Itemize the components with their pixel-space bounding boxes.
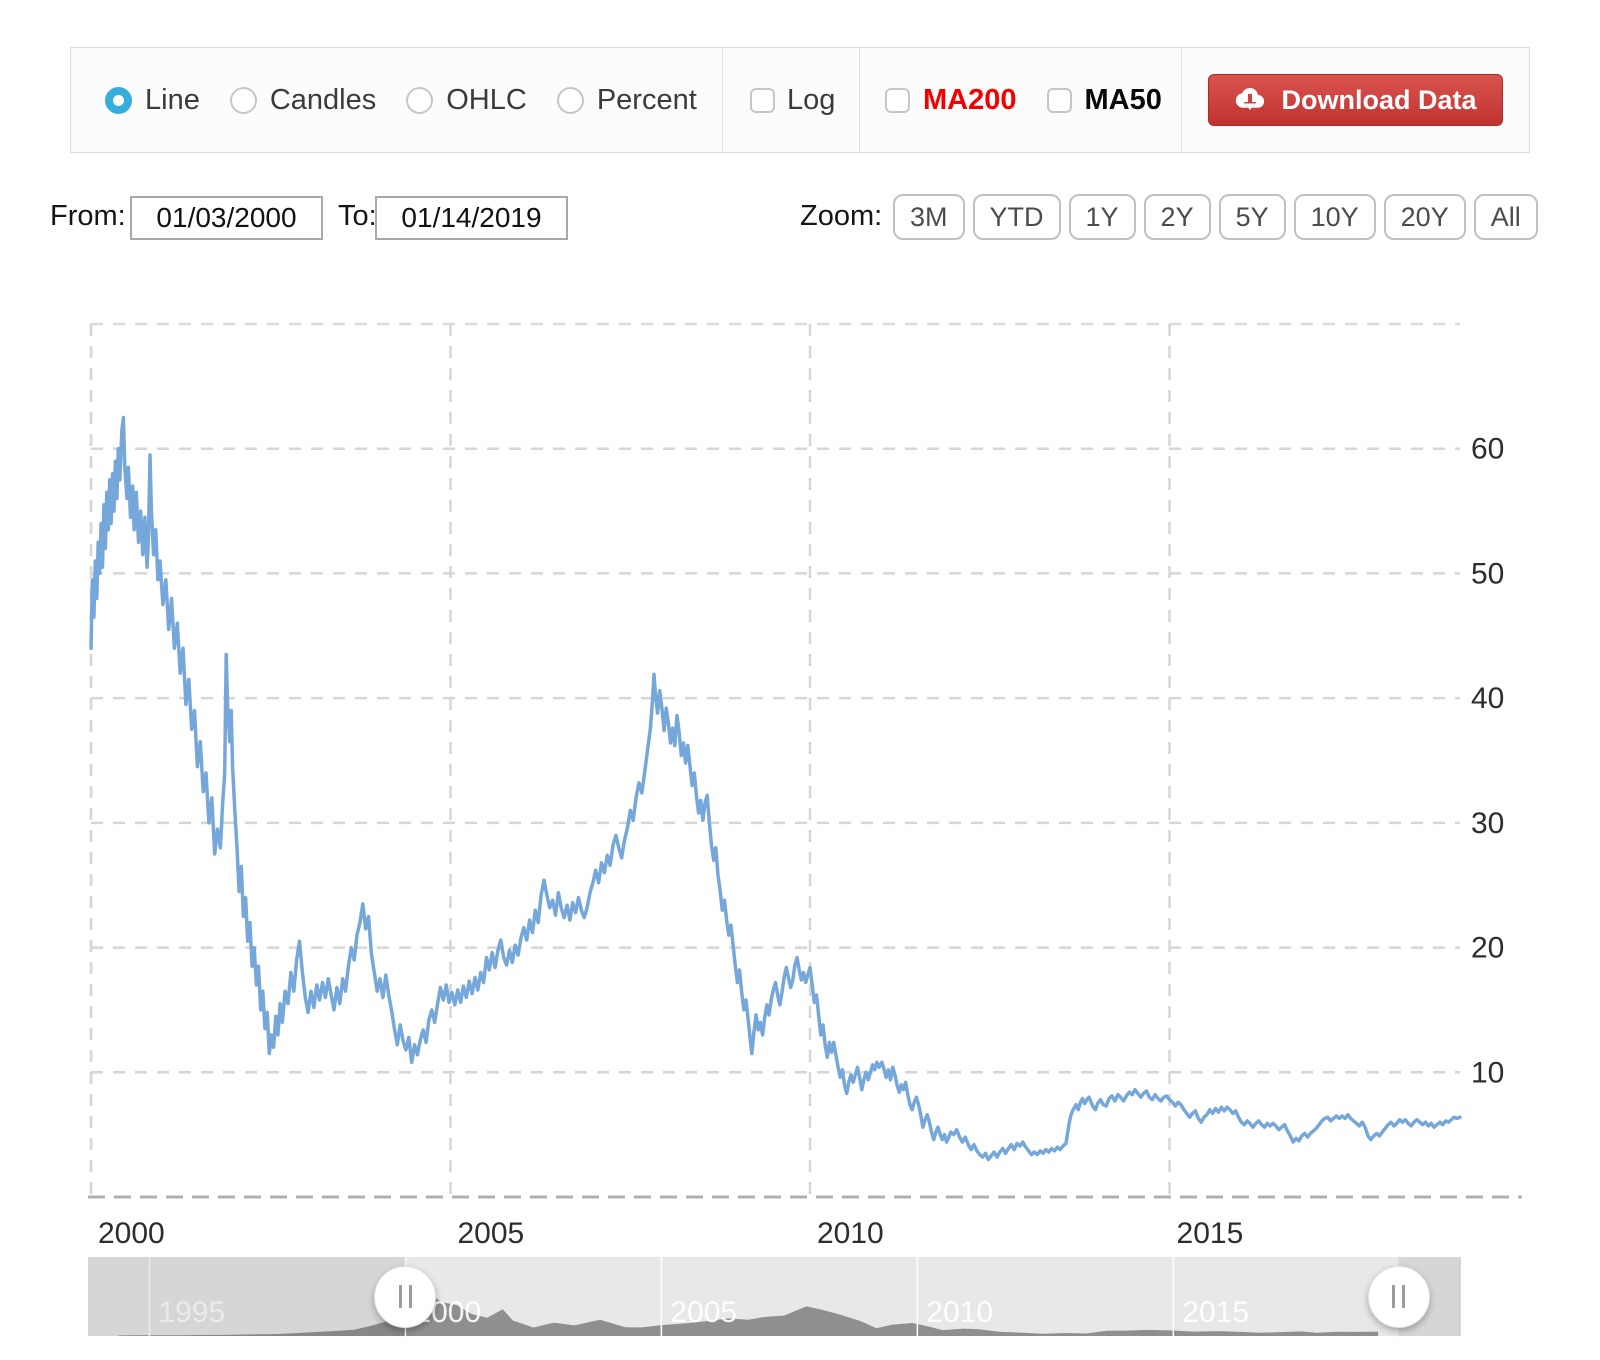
ma50-option[interactable]: MA50 [1046, 83, 1162, 117]
cloud-download-icon [1236, 87, 1265, 110]
zoom-2y-button[interactable]: 2Y [1143, 194, 1211, 240]
navigator-mask-left[interactable] [88, 1257, 406, 1336]
chart-type-line[interactable]: Line [105, 84, 200, 117]
y-axis-tick-label: 30 [1471, 807, 1504, 840]
from-date-input[interactable] [130, 196, 323, 240]
navigator-year-label: 1995 [158, 1296, 225, 1329]
chart-type-ohlc[interactable]: OHLC [406, 84, 527, 117]
download-data-label: Download Data [1281, 84, 1477, 115]
zoom-10y-button[interactable]: 10Y [1293, 194, 1376, 240]
chart-type-group: Line Candles OHLC Percent [71, 48, 723, 152]
chart-type-percent-label: Percent [596, 83, 697, 116]
ma50-checkbox[interactable] [1046, 87, 1072, 113]
to-label: To: [338, 200, 377, 232]
log-scale-group: Log [723, 48, 860, 152]
y-axis-tick-label: 20 [1471, 932, 1504, 965]
chart-toolbar: Line Candles OHLC Percent Log MA200 [70, 47, 1530, 153]
to-date-input[interactable] [375, 196, 568, 240]
chart-type-line-label: Line [145, 83, 200, 116]
ma200-label: MA200 [923, 83, 1017, 116]
ma200-option[interactable]: MA200 [885, 84, 1017, 117]
x-axis-tick-label: 2000 [98, 1217, 165, 1250]
navigator-handle-left[interactable] [374, 1265, 437, 1328]
radio-ohlc-icon[interactable] [406, 86, 434, 114]
chart-type-percent[interactable]: Percent [556, 83, 697, 117]
download-group: Download Data [1182, 48, 1529, 152]
zoom-3m-button[interactable]: 3M [893, 194, 965, 240]
zoom-ytd-button[interactable]: YTD [972, 194, 1061, 240]
radio-candles-icon[interactable] [229, 86, 257, 114]
from-label: From: [50, 200, 126, 232]
range-controls: From: To: Zoom: 3M YTD 1Y 2Y 5Y 10Y 20Y … [0, 188, 1600, 248]
navigator-year-label: 2010 [926, 1296, 993, 1329]
log-checkbox[interactable] [750, 87, 775, 113]
zoom-1y-button[interactable]: 1Y [1068, 194, 1136, 240]
ma50-label: MA50 [1084, 83, 1162, 116]
zoom-20y-button[interactable]: 20Y [1383, 194, 1466, 240]
zoom-all-button[interactable]: All [1473, 194, 1538, 240]
zoom-label: Zoom: [800, 200, 883, 232]
zoom-5y-button[interactable]: 5Y [1218, 194, 1286, 240]
download-data-button[interactable]: Download Data [1208, 74, 1503, 126]
log-label: Log [787, 83, 836, 116]
pause-bars-icon [1392, 1285, 1406, 1308]
price-line-series [89, 415, 1462, 1162]
y-axis-tick-label: 60 [1471, 433, 1504, 466]
zoom-buttons: 3M YTD 1Y 2Y 5Y 10Y 20Y All [893, 194, 1538, 240]
ma200-checkbox[interactable] [885, 87, 910, 113]
y-axis-tick-label: 50 [1471, 557, 1504, 590]
moving-average-group: MA200 MA50 [860, 48, 1182, 152]
radio-percent-icon[interactable] [556, 86, 584, 114]
y-axis-tick-label: 40 [1471, 682, 1504, 715]
chart-type-candles-label: Candles [269, 83, 377, 116]
x-axis-tick-label: 2015 [1177, 1217, 1244, 1250]
y-axis-tick-label: 10 [1471, 1056, 1504, 1089]
navigator-year-label: 2015 [1182, 1296, 1249, 1329]
x-axis-tick-label: 2005 [458, 1217, 525, 1250]
pause-bars-icon [398, 1285, 412, 1308]
navigator-handle-right[interactable] [1367, 1265, 1430, 1328]
chart-type-ohlc-label: OHLC [446, 83, 527, 116]
radio-line-icon[interactable] [105, 86, 132, 114]
navigator-year-label: 2005 [670, 1296, 737, 1329]
x-axis-tick-label: 2010 [817, 1217, 884, 1250]
navigator-area-series [118, 1292, 1379, 1336]
navigator-background [88, 1257, 1460, 1336]
chart-type-candles[interactable]: Candles [229, 83, 377, 117]
